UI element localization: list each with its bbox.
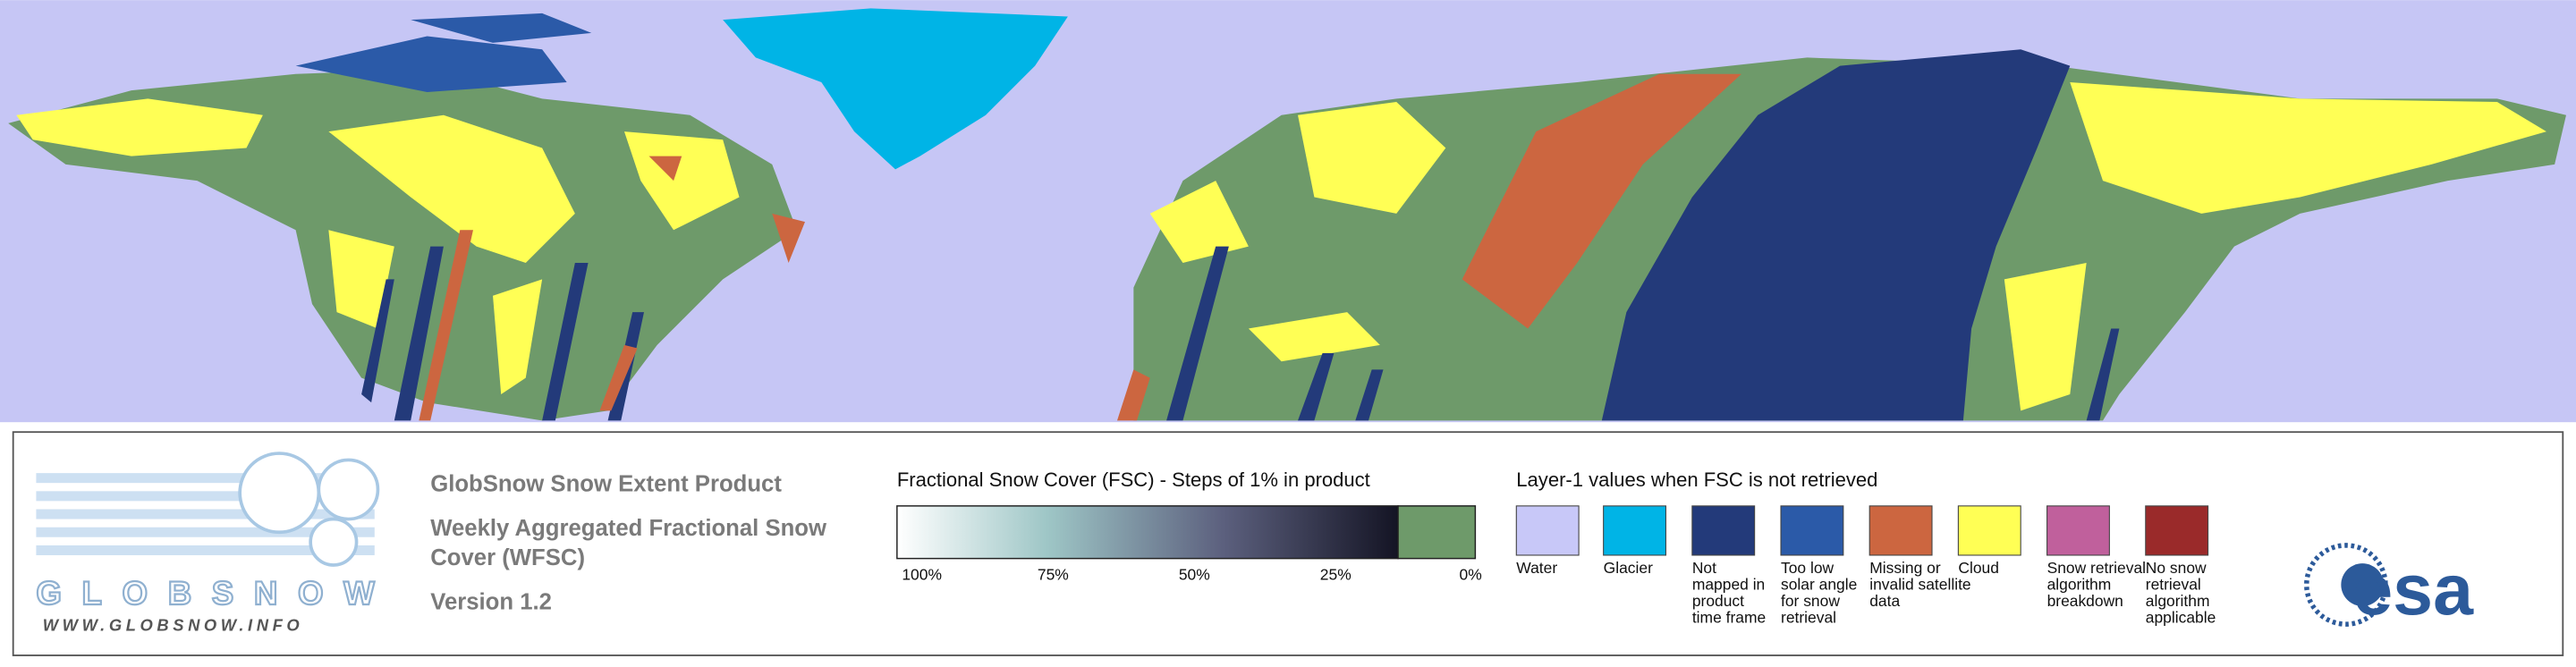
legend-label: retrieval — [1781, 608, 1836, 626]
fsc-title: Fractional Snow Cover (FSC) - Steps of 1… — [897, 469, 1370, 491]
legend-label: algorithm — [2146, 592, 2210, 610]
layer1-title: Layer-1 values when FSC is not retrieved — [1516, 469, 1877, 491]
legend-swatch — [1515, 505, 1580, 556]
legend-label: breakdown — [2047, 592, 2123, 610]
arctic-islands — [295, 13, 592, 93]
legend-label: applicable — [2146, 608, 2216, 626]
product-subtitle: Cover (WFSC) — [430, 545, 585, 570]
fsc-label: 50% — [1179, 566, 1210, 584]
fsc-label: 75% — [1038, 566, 1069, 584]
esa-emblem — [2341, 563, 2385, 606]
legend-label: Water — [1516, 559, 1557, 577]
cloud-area — [16, 98, 740, 394]
fsc-labels: 100% 75% 50% 25% 0% — [902, 566, 1481, 584]
fsc-label: 25% — [1320, 566, 1352, 584]
legend-label: mapped in — [1692, 576, 1765, 594]
legend-label: Snow retrieval — [2047, 559, 2146, 577]
legend-label: invalid satellite — [1869, 576, 1970, 594]
snowflake — [238, 452, 321, 535]
logo-url: WWW.GLOBSNOW.INFO — [43, 615, 304, 634]
legend-label: algorithm — [2047, 576, 2112, 594]
logo-stripe — [36, 545, 375, 555]
product-subtitle: Weekly Aggregated Fractional Snow — [430, 516, 827, 541]
legend-label: time frame — [1692, 608, 1766, 626]
legend-swatch — [1780, 505, 1844, 556]
legend-swatch — [2046, 505, 2110, 556]
legend-label: Glacier — [1604, 559, 1653, 577]
logo-stripe — [36, 509, 375, 519]
legend-label: for snow — [1781, 592, 1840, 610]
greenland — [723, 8, 1068, 170]
legend-swatch — [1691, 505, 1756, 556]
legend-label: data — [1869, 592, 1900, 610]
legend-swatch — [1957, 505, 2021, 556]
unmapped-strip — [361, 246, 644, 421]
legend-label: Too low — [1781, 559, 1835, 577]
logo-stripe — [36, 473, 375, 484]
cloud-area — [1149, 81, 2546, 411]
product-version: Version 1.2 — [430, 590, 552, 615]
legend-swatch — [2145, 505, 2209, 556]
snowflake — [317, 458, 380, 521]
unmapped-band — [1601, 49, 2071, 421]
logo-stripe — [36, 491, 375, 502]
legend-label: Cloud — [1958, 559, 1999, 577]
missing-band — [1116, 73, 1741, 421]
legend-label: product — [1692, 592, 1744, 610]
legend-label: No snow — [2146, 559, 2207, 577]
north-america — [8, 69, 797, 421]
esa-logo: esa — [2304, 543, 2474, 630]
logo-stripe — [36, 527, 375, 537]
legend-label: Missing or — [1869, 559, 1941, 577]
fsc-label: 100% — [902, 566, 942, 584]
legend-label: solar angle — [1781, 576, 1857, 594]
map — [0, 0, 2576, 423]
legend-swatch — [1603, 505, 1666, 556]
legend-swatch — [1868, 505, 1933, 556]
esa-text: esa — [2352, 550, 2474, 630]
esa-emblem — [2304, 543, 2388, 627]
snowflake — [309, 517, 359, 567]
product-title: GlobSnow Snow Extent Product — [430, 471, 782, 496]
fsc-gradient — [896, 505, 1399, 560]
legend-label: Not — [1692, 559, 1716, 577]
fsc-zero-swatch — [1397, 505, 1477, 560]
legend-label: retrieval — [2146, 576, 2201, 594]
fsc-label: 0% — [1460, 566, 1482, 584]
